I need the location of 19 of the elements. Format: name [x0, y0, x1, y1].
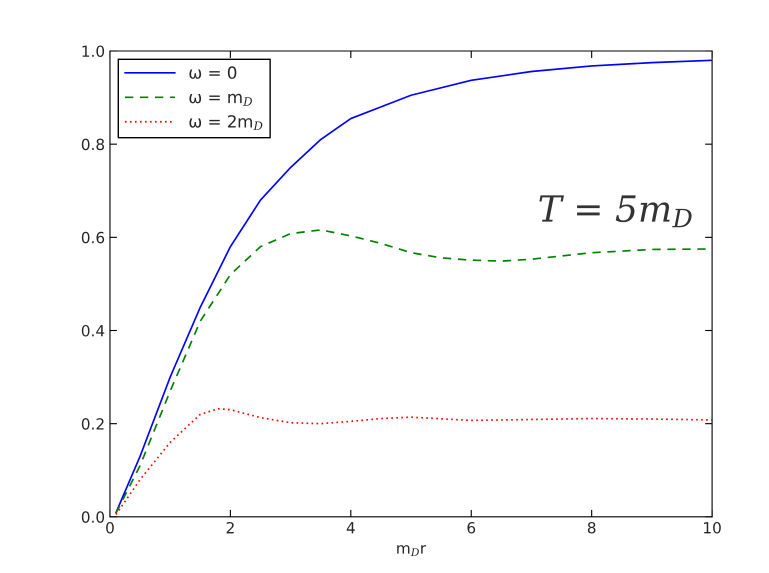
- y-tick-label: 0.6: [82, 232, 104, 244]
- x-axis-title: m$_{D}$r: [397, 545, 426, 556]
- line-series: [115, 59, 712, 514]
- legend-label: ω = m$_{D}$: [189, 94, 252, 106]
- y-tick-label: 1.0: [82, 45, 104, 58]
- legend-label: ω = 2m$_{D}$: [189, 115, 262, 130]
- x-tick-label: 2: [226, 522, 234, 534]
- line-series: [115, 408, 712, 516]
- x-tick-label: 4: [346, 522, 355, 534]
- y-tick-label: 0.2: [82, 418, 104, 430]
- y-tick-label: 0.0: [82, 511, 104, 523]
- x-tick-label: 8: [588, 522, 596, 534]
- y-tick-label: 0.8: [82, 138, 104, 150]
- x-tick-label: 0: [106, 522, 114, 534]
- x-tick-label: 10: [704, 522, 721, 534]
- y-tick-label: 0.4: [82, 324, 104, 337]
- annotation: T = 5m$_{D}$: [539, 195, 692, 228]
- x-tick-label: 6: [467, 522, 476, 534]
- legend-label: ω = 0: [189, 66, 236, 79]
